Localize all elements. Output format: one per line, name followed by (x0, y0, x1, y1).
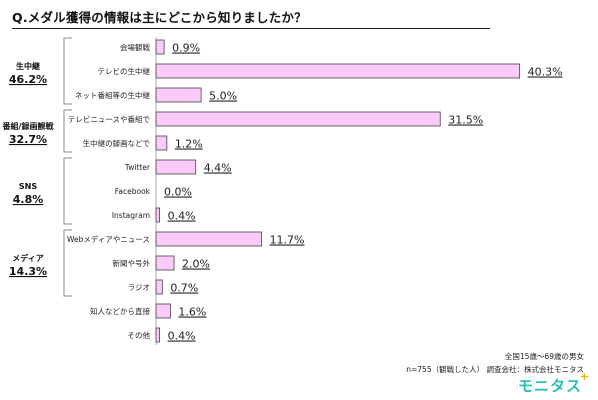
chart-title: Q.メダル獲得の情報は主にどこから知りましたか？ (12, 10, 307, 25)
logo-plus-icon: + (579, 370, 589, 383)
bar (155, 279, 163, 295)
bar (155, 111, 441, 127)
category-label: その他 (128, 330, 151, 340)
category-label: 会場観戦 (120, 42, 150, 52)
group-total-label: 32.7% (9, 133, 47, 146)
bar (155, 63, 521, 79)
group-total-label: 14.3% (9, 265, 47, 278)
group-bracket (63, 37, 72, 105)
category-label: テレビの生中継 (98, 66, 151, 76)
footer-sample-note: 全国15歳～69歳の男女 (504, 352, 584, 361)
group-name-label: 番組/録画観戦 (2, 121, 55, 131)
footer-survey-note: n=755（観戦した人） 調査会社：株式会社モニタス (406, 365, 584, 374)
value-label: 2.0% (182, 258, 210, 271)
category-label: Facebook (115, 187, 151, 196)
title-underline (12, 28, 490, 29)
bar (155, 207, 161, 223)
bar (155, 255, 175, 271)
value-label: 5.0% (209, 90, 237, 103)
category-label: テレビニュースや番組で (68, 114, 150, 124)
value-label: 40.3% (528, 66, 563, 79)
category-label: ラジオ (128, 283, 150, 292)
value-label: 0.9% (172, 42, 200, 55)
bar (155, 39, 165, 55)
group-total-label: 46.2% (9, 73, 47, 86)
group-bracket (63, 157, 72, 225)
value-label: 4.4% (204, 162, 232, 175)
value-label: 31.5% (448, 114, 483, 127)
value-label: 0.4% (168, 210, 196, 223)
category-label: Webメディアやニュース (67, 234, 150, 244)
group-name-label: 生中継 (16, 61, 40, 71)
value-label: 1.6% (178, 306, 206, 319)
category-label: Twitter (124, 163, 151, 172)
category-label: ネット番組等の生中継 (75, 90, 150, 100)
category-label: 新聞や号外 (113, 258, 151, 268)
bar (155, 231, 262, 247)
category-label: 知人などから直接 (90, 306, 150, 316)
bar (155, 135, 168, 151)
bar (155, 303, 171, 319)
category-label: Instagram (112, 211, 150, 220)
monitas-logo: モニタス (517, 377, 582, 395)
bar (155, 327, 161, 343)
value-label: 0.4% (168, 330, 196, 343)
group-name-label: メディア (12, 253, 43, 263)
value-label: 0.7% (170, 282, 198, 295)
group-total-label: 4.8% (13, 193, 44, 206)
bar (155, 87, 202, 103)
group-bracket (63, 229, 72, 297)
group-name-label: SNS (19, 182, 37, 191)
bar (155, 159, 197, 175)
group-bracket (63, 109, 72, 153)
value-label: 1.2% (175, 138, 203, 151)
category-label: 生中継の録画などで (83, 138, 150, 148)
value-label: 11.7% (270, 234, 305, 247)
value-label: 0.0% (164, 186, 192, 199)
